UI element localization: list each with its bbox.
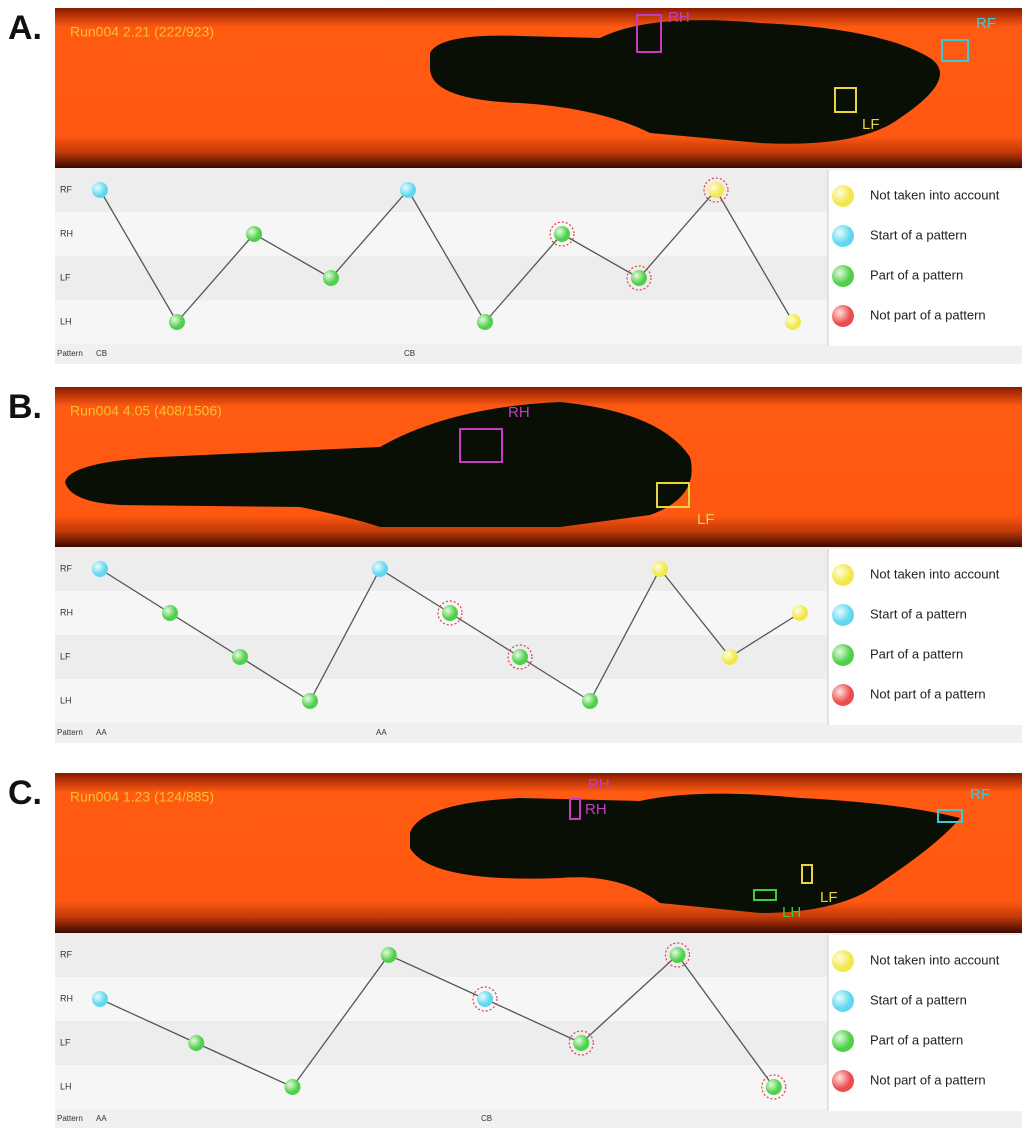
legend-ball [832, 564, 854, 586]
legend-text: Not part of a pattern [870, 686, 986, 701]
step-point [708, 182, 724, 198]
pattern-label: CB [96, 349, 107, 358]
legend-text: Not part of a pattern [870, 1072, 986, 1087]
legend-ball [832, 684, 854, 706]
legend-text: Part of a pattern [870, 646, 963, 661]
legend-ball [832, 265, 854, 287]
step-point [477, 314, 493, 330]
step-point [785, 314, 801, 330]
panel-letter: C. [8, 774, 42, 812]
step-point [652, 561, 668, 577]
page: A. Run004 2.21 (222/923) RH RF LF RF RH LF LH Pat… [0, 0, 1026, 1128]
legend-text: Not taken into account [870, 952, 1000, 967]
step-point [792, 605, 808, 621]
step-point [477, 991, 493, 1007]
legend-text: Start of a pattern [870, 992, 967, 1007]
panel-letter: B. [8, 388, 42, 426]
legend-text: Part of a pattern [870, 1032, 963, 1047]
legend-ball [832, 1070, 854, 1092]
row-label: LH [60, 695, 72, 705]
paw-box-label: RH [585, 801, 607, 818]
legend-text: Not taken into account [870, 187, 1000, 202]
panel-letter: A. [8, 9, 42, 47]
frame-label: Run004 1.23 (124/885) [70, 789, 214, 805]
row-label: LF [60, 1037, 71, 1047]
legend-ball [832, 185, 854, 207]
pattern-band [55, 1109, 1022, 1128]
row-label: RF [60, 949, 72, 959]
legend-text: Start of a pattern [870, 606, 967, 621]
step-point [631, 270, 647, 286]
row-label: RF [60, 563, 72, 573]
pattern-label: AA [96, 1114, 107, 1123]
paw-box-label: RF [970, 786, 990, 803]
step-point [381, 947, 397, 963]
pattern-label: AA [376, 728, 387, 737]
legend-ball [832, 950, 854, 972]
step-point [573, 1035, 589, 1051]
legend-text: Start of a pattern [870, 227, 967, 242]
paw-box-label: RF [976, 15, 996, 32]
pattern-label: CB [404, 349, 415, 358]
paw-box-label: RH [588, 776, 610, 793]
step-point [722, 649, 738, 665]
step-point [400, 182, 416, 198]
row-label: RF [60, 184, 72, 194]
figure: A. Run004 2.21 (222/923) RH RF LF RF RH LF LH Pat… [0, 0, 1026, 1128]
step-point [188, 1035, 204, 1051]
pattern-band [55, 344, 1022, 364]
legend-ball [832, 604, 854, 626]
row-label: RH [60, 993, 73, 1003]
paw-box-label: RH [508, 404, 530, 421]
pattern-title: Pattern [57, 349, 83, 358]
pattern-label: AA [96, 728, 107, 737]
step-point [92, 991, 108, 1007]
row-label: LH [60, 316, 72, 326]
legend-text: Part of a pattern [870, 267, 963, 282]
pattern-band [55, 723, 1022, 743]
step-point [92, 561, 108, 577]
step-point [323, 270, 339, 286]
step-point [92, 182, 108, 198]
step-point [766, 1079, 782, 1095]
step-point [169, 314, 185, 330]
row-label: LF [60, 272, 71, 282]
legend-text: Not taken into account [870, 566, 1000, 581]
step-point [246, 226, 262, 242]
pattern-label: CB [481, 1114, 492, 1123]
paw-box-label: LF [862, 116, 880, 133]
paw-box-label: LF [697, 511, 715, 528]
paw-box-label: LH [782, 904, 801, 921]
legend-ball [832, 1030, 854, 1052]
legend-ball [832, 990, 854, 1012]
step-point [372, 561, 388, 577]
step-point [582, 693, 598, 709]
pattern-title: Pattern [57, 1114, 83, 1123]
step-point [285, 1079, 301, 1095]
step-point [232, 649, 248, 665]
step-point [554, 226, 570, 242]
legend-ball [832, 305, 854, 327]
pattern-title: Pattern [57, 728, 83, 737]
paw-box-label: LF [820, 889, 838, 906]
frame-label: Run004 2.21 (222/923) [70, 24, 214, 40]
row-label: RH [60, 228, 73, 238]
step-point [512, 649, 528, 665]
step-point [162, 605, 178, 621]
legend-ball [832, 225, 854, 247]
step-point [670, 947, 686, 963]
paw-box-label: RH [668, 9, 690, 26]
legend-ball [832, 644, 854, 666]
row-label: RH [60, 607, 73, 617]
step-point [302, 693, 318, 709]
frame-label: Run004 4.05 (408/1506) [70, 403, 222, 419]
row-label: LH [60, 1081, 72, 1091]
legend-text: Not part of a pattern [870, 307, 986, 322]
row-label: LF [60, 651, 71, 661]
step-point [442, 605, 458, 621]
